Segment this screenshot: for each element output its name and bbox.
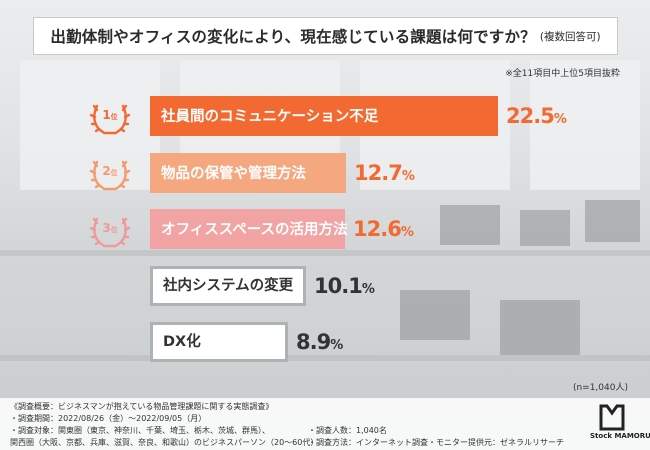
footer-survey-target-cont: 関西圏（大阪、京都、兵庫、滋賀、奈良、和歌山）のビジネスパーソン（20〜60代） (10, 438, 319, 447)
footer-survey-method: ・調査方法：インターネット調査 (308, 438, 428, 447)
bar-label: オフィススペースの活用方法 (161, 222, 348, 238)
survey-footer: 《調査概要：ビジネスマンが抱えている物品管理課題に関する実態調査》 ・調査期間：… (0, 398, 650, 450)
question-subtitle: (複数回答可) (539, 30, 601, 43)
question-title: 出勤体制やオフィスの変化により、現在感じている課題は何ですか？ (50, 28, 536, 46)
stock-mamoru-logo-mark-icon (599, 404, 625, 431)
rank-3-laurel-badge: 3位 (89, 209, 131, 251)
bar-label: 物品の保管や管理方法 (161, 165, 306, 182)
footer-survey-count: ・調査人数：1,040名 (308, 426, 387, 435)
value-unit: % (400, 225, 414, 240)
footer-survey-period: ・調査期間：2022/08/26（金）〜2022/09/05（月） (10, 414, 207, 423)
rank-number: 3 (102, 221, 111, 235)
top-note: ※全11項目中上位5項目抜粋 (505, 69, 620, 79)
rank-1-laurel-badge: 1位 (89, 96, 131, 138)
bar-value-label: 10.1% (314, 266, 375, 310)
rank-suffix: 位 (110, 113, 118, 121)
rank-number: 2 (102, 164, 111, 178)
footer-survey-title: 《調査概要：ビジネスマンが抱えている物品管理課題に関する実態調査》 (10, 402, 274, 411)
bar-value-label: 12.6% (353, 209, 414, 253)
logo-text: Stock MAMORU (590, 432, 650, 440)
laurel-icon (89, 217, 131, 248)
laurel-icon (89, 104, 131, 135)
bar-2: 物品の保管や管理方法 (150, 152, 346, 193)
rank-2-laurel-badge: 2位 (89, 152, 131, 194)
rank-suffix: 位 (110, 226, 118, 234)
bar-label: 社員間のコミュニケーション不足 (161, 109, 379, 125)
value-number: 8.9 (296, 330, 331, 354)
bar-value-label: 22.5% (506, 96, 567, 140)
bar-5: DX化 (150, 322, 288, 362)
value-unit: % (553, 112, 567, 127)
stock-mamoru-logo: Stock MAMORU (590, 402, 650, 446)
rank-suffix: 位 (110, 169, 118, 177)
value-unit: % (401, 168, 415, 184)
rank-number: 1 (102, 108, 111, 122)
value-number: 22.5 (506, 104, 555, 128)
bar-3: オフィススペースの活用方法 (150, 209, 348, 249)
value-unit: % (361, 281, 375, 297)
laurel-icon (89, 160, 131, 191)
bar-label: 社内システムの変更 (163, 277, 294, 294)
footer-survey-target: ・調査対象：関東圏（東京、神奈川、千葉、埼玉、栃木、茨城、群馬）、 (10, 426, 270, 435)
value-unit: % (330, 338, 344, 353)
bar-4: 社内システムの変更 (150, 265, 306, 306)
bar-value-label: 12.7% (354, 153, 415, 197)
footer-monitor-provider: ・モニター提供元：ゼネラルリサーチ (428, 438, 564, 447)
value-number: 12.7 (354, 160, 403, 185)
value-number: 10.1 (314, 273, 363, 298)
bar-value-label: 8.9% (296, 322, 343, 366)
question-title-box: 出勤体制やオフィスの変化により、現在感じている課題は何ですか？ (複数回答可) (33, 17, 618, 55)
sample-size-note: (n=1,040人) (572, 383, 628, 393)
value-number: 12.6 (353, 217, 402, 241)
bar-label: DX化 (163, 334, 201, 350)
bar-1: 社員間のコミュニケーション不足 (150, 96, 498, 136)
